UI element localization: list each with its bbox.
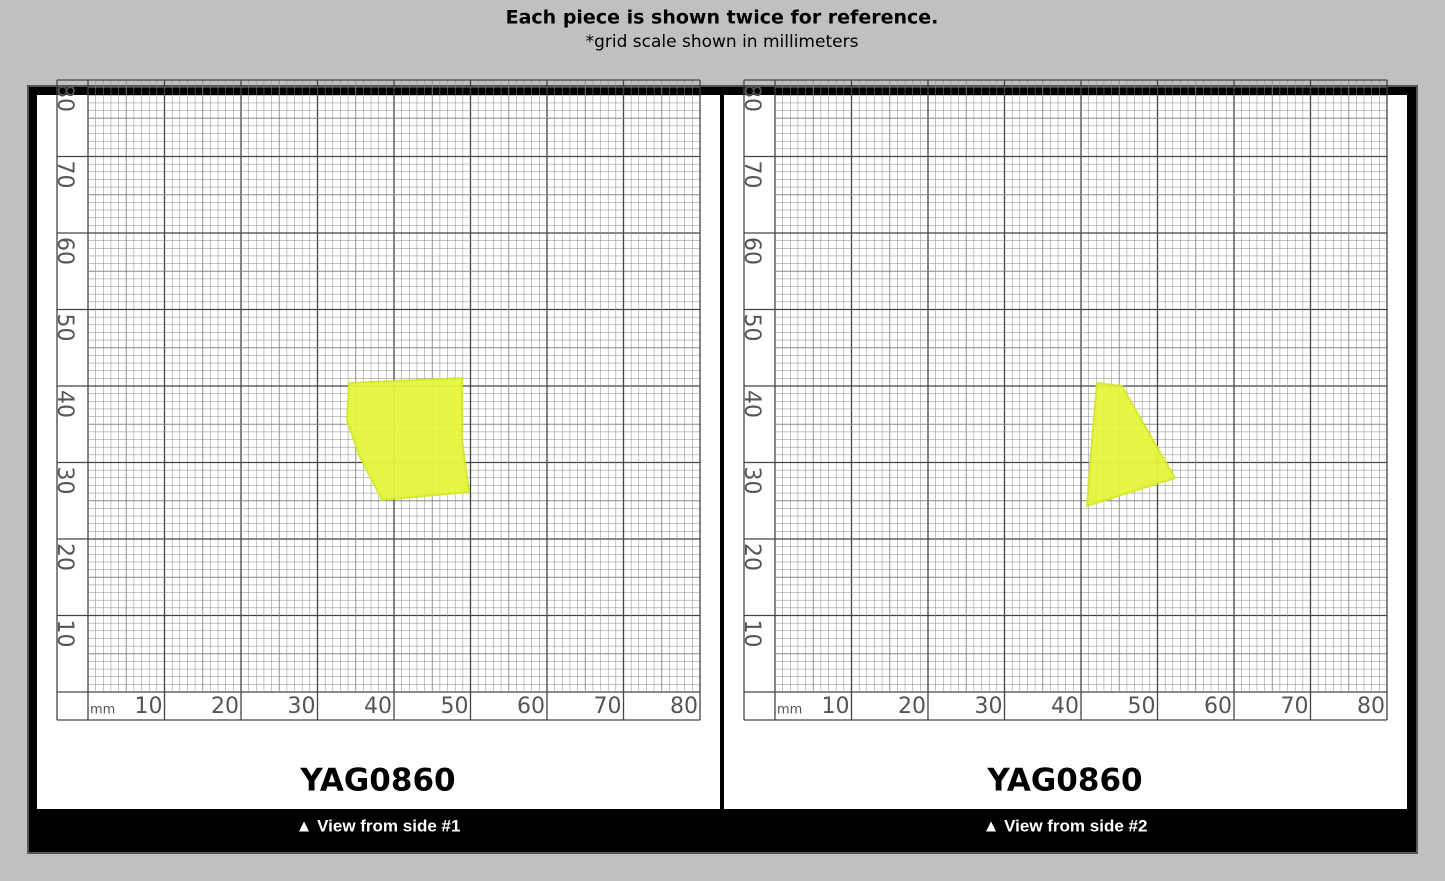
panel: mm 10 20 30 40 50 60 70 80 10 20 30 40 50 60 70 80 YAG086… — [37, 79, 720, 835]
grid-paper — [743, 79, 1388, 721]
y-scale-label: 30 — [739, 467, 764, 495]
y-scale-label: 30 — [52, 467, 77, 495]
x-scale-label: 40 — [1051, 694, 1079, 719]
x-scale-label: 20 — [898, 694, 926, 719]
y-scale-label: 20 — [739, 543, 764, 571]
panel: mm 10 20 30 40 50 60 70 80 10 20 30 40 50 60 70 80 YAG086… — [724, 79, 1407, 835]
y-scale-label: 70 — [739, 161, 764, 189]
y-scale-label: 50 — [739, 314, 764, 342]
piece-id: YAG0860 — [986, 763, 1142, 799]
y-scale-label: 60 — [52, 237, 77, 265]
x-scale-label: 50 — [1128, 694, 1156, 719]
y-scale-label: 10 — [52, 620, 77, 648]
y-scale-label: 40 — [52, 390, 77, 418]
caption: ▲ View from side #1 — [296, 816, 461, 835]
title: Each piece is shown twice for reference. — [506, 7, 939, 29]
unit-label: mm — [90, 703, 115, 718]
x-scale-label: 70 — [1281, 694, 1309, 719]
y-scale-label: 40 — [739, 390, 764, 418]
y-scale-label: 80 — [739, 84, 764, 112]
y-scale-label: 80 — [52, 84, 77, 112]
x-scale-label: 30 — [975, 694, 1003, 719]
x-scale-label: 30 — [288, 694, 316, 719]
x-scale-label: 60 — [1204, 694, 1232, 719]
subtitle: *grid scale shown in millimeters — [586, 32, 859, 52]
x-scale-label: 10 — [822, 694, 850, 719]
x-scale-label: 80 — [670, 694, 698, 719]
unit-label: mm — [777, 703, 802, 718]
y-scale-label: 50 — [52, 314, 77, 342]
caption: ▲ View from side #2 — [983, 816, 1148, 835]
x-scale-label: 10 — [135, 694, 163, 719]
x-scale-label: 60 — [517, 694, 545, 719]
y-scale-label: 10 — [739, 620, 764, 648]
crystal — [345, 376, 471, 502]
grid-paper — [56, 79, 701, 721]
x-scale-label: 80 — [1357, 694, 1385, 719]
x-scale-label: 20 — [211, 694, 239, 719]
x-scale-label: 50 — [441, 694, 469, 719]
x-scale-label: 40 — [364, 694, 392, 719]
x-scale-label: 70 — [594, 694, 622, 719]
crystal — [1085, 381, 1177, 508]
y-scale-label: 70 — [52, 161, 77, 189]
y-scale-label: 20 — [52, 543, 77, 571]
y-scale-label: 60 — [739, 237, 764, 265]
piece-id: YAG0860 — [299, 763, 455, 799]
